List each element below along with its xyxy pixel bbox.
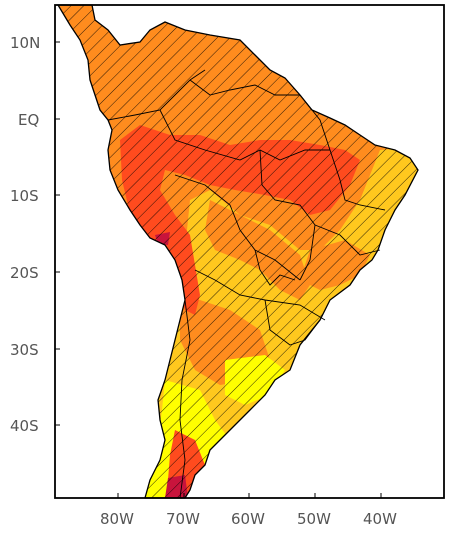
border-brazil-states-2 — [329, 149, 386, 211]
y-axis: 10N EQ 10S 20S 30S 40S — [10, 34, 60, 435]
border-bolivia-brazil — [259, 149, 316, 281]
border-venezuela-guyana — [189, 79, 300, 96]
x-tick-label: 70W — [166, 510, 200, 528]
y-tick-label: 20S — [10, 264, 39, 282]
y-tick-label: EQ — [18, 111, 39, 129]
border-argentina-north — [194, 269, 326, 321]
x-tick-label: 50W — [297, 510, 331, 528]
y-tick-label: 10S — [10, 187, 39, 205]
border-guiana — [299, 94, 331, 151]
y-tick-label: 30S — [10, 341, 39, 359]
y-tick-label: 40S — [10, 417, 39, 435]
x-axis: 80W 70W 60W 50W 40W — [100, 493, 397, 528]
y-tick-label: 10N — [10, 34, 40, 52]
border-uruguay — [264, 299, 321, 346]
x-tick-label: 60W — [231, 510, 265, 528]
border-peru-bolivia — [174, 174, 301, 281]
border-brazil-states — [314, 224, 381, 256]
border-paraguay — [254, 249, 296, 286]
border-chile-argentina — [179, 299, 191, 499]
x-tick-label: 80W — [100, 510, 134, 528]
border-colombia-ecuador-peru — [107, 69, 206, 121]
x-tick-label: 40W — [363, 510, 397, 528]
country-borders — [107, 69, 386, 499]
coastline — [56, 4, 419, 499]
border-peru-brazil — [159, 109, 330, 161]
